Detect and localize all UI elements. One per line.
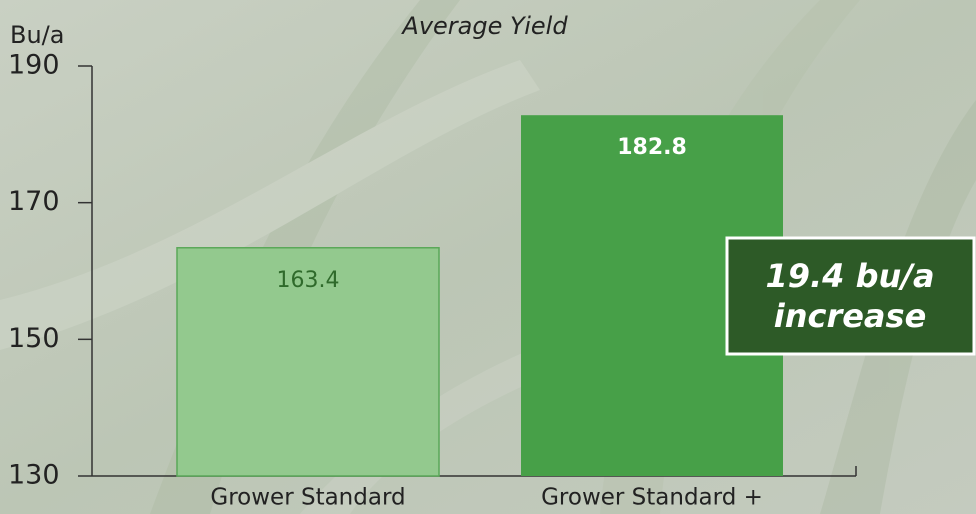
y-tick-label: 130 xyxy=(8,460,60,491)
x-tick-label: Grower Standard + xyxy=(541,485,763,511)
annotation-box xyxy=(725,236,976,356)
y-tick-label: 170 xyxy=(8,186,60,217)
value-label: 182.8 xyxy=(617,135,687,160)
bar xyxy=(176,247,440,477)
x-tick-label: Grower Standard xyxy=(210,485,405,511)
y-axis-label: Bu/a xyxy=(10,21,64,49)
y-tick-label: 150 xyxy=(8,323,60,354)
chart-title: Average Yield xyxy=(400,12,568,40)
value-label: 163.4 xyxy=(277,268,340,293)
y-tick-label: 190 xyxy=(8,50,60,81)
annotation-text: increase xyxy=(774,297,927,335)
annotation-text: 19.4 bu/a xyxy=(765,257,934,295)
